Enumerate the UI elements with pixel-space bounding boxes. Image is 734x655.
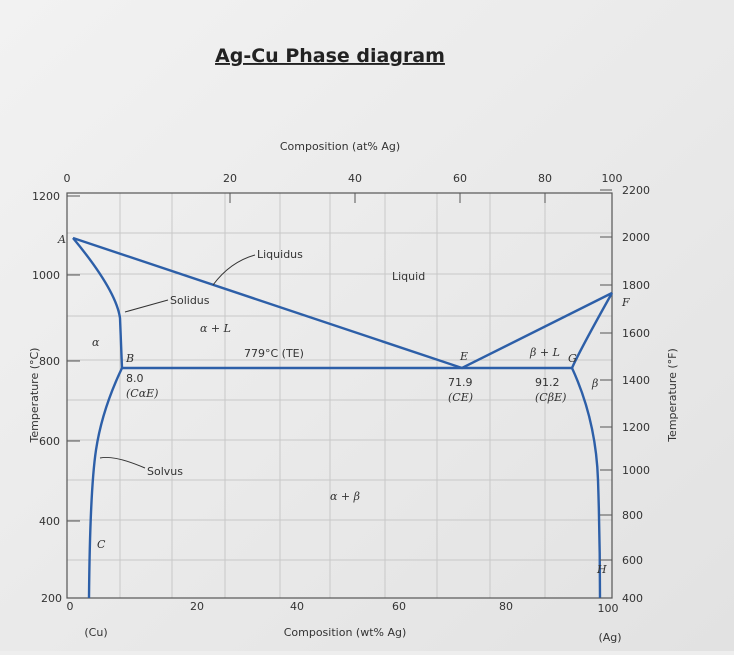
ag-solvus-curve [570,367,602,599]
region-label: β [591,377,598,390]
region-label: α [92,336,100,349]
left-tick-label: 1000 [32,269,60,282]
right-tick-label: 2000 [622,231,650,244]
region-label: Liquid [392,270,425,283]
composition-value: 91.2 [535,376,560,389]
region-label: α + β [330,490,360,503]
curve-label: Liquidus [257,248,303,261]
left-axis-title: Temperature (°C) [28,348,41,444]
point-label: H [596,563,607,576]
point-label: E [459,350,468,363]
left-tick-label: 400 [39,515,60,528]
top-axis-title: Composition (at% Ag) [280,140,400,153]
leader [99,457,146,469]
leader [212,254,256,286]
leader [124,299,169,313]
grid [67,193,612,598]
end-label: (Ag) [598,631,621,644]
title: Ag-Cu Phase diagram [215,45,445,67]
bottom-axis-title: Composition (wt% Ag) [284,626,407,639]
bottom-tick-label: 0 [67,600,74,613]
point-label: A [57,233,66,246]
right-axis-title: Temperature (°F) [666,348,679,443]
right-tick-label: 2200 [622,184,650,197]
point-label: F [621,296,630,309]
eutectic-temperature: 779°C (TE) [244,347,304,360]
top-tick-label: 20 [223,172,237,185]
region-label: β + L [529,346,560,359]
bottom-tick-label: 80 [499,600,513,613]
right-tick-label: 600 [622,554,643,567]
composition-symbol: (CαE) [126,387,158,400]
solidus-curve [72,237,124,369]
left-tick-label: 600 [39,435,60,448]
right-tick-label: 800 [622,509,643,522]
point-label: C [97,538,106,551]
composition-symbol: (CE) [448,391,473,404]
curve-label: Solvus [147,465,183,478]
left-tick-label: 1200 [32,190,60,203]
composition-value: 71.9 [448,376,473,389]
right-tick-label: 400 [622,592,643,605]
region-label: α + L [200,322,231,335]
curve-label: Solidus [170,294,210,307]
bottom-tick-label: 60 [392,600,406,613]
left-tick-label: 800 [39,355,60,368]
point-label: G [568,352,577,365]
plot-frame [66,192,613,599]
ag-solidus-curve [570,292,614,369]
bottom-tick-label: 40 [290,600,304,613]
end-label: (Cu) [84,626,107,639]
composition-symbol: (CβE) [535,391,566,404]
top-tick-label: 100 [602,172,623,185]
top-tick-label: 0 [64,172,71,185]
right-tick-label: 1000 [622,464,650,477]
top-tick-label: 60 [453,172,467,185]
left-tick-label: 200 [41,592,62,605]
top-tick-label: 80 [538,172,552,185]
composition-value: 8.0 [126,372,144,385]
point-label: B [125,352,134,365]
right-tick-label: 1200 [622,421,650,434]
bottom-tick-label: 100 [598,602,619,615]
bottom-tick-label: 20 [190,600,204,613]
right-tick-label: 1600 [622,327,650,340]
solvus-curve [87,367,124,599]
right-tick-label: 1800 [622,279,650,292]
right-tick-label: 1400 [622,374,650,387]
top-tick-label: 40 [348,172,362,185]
